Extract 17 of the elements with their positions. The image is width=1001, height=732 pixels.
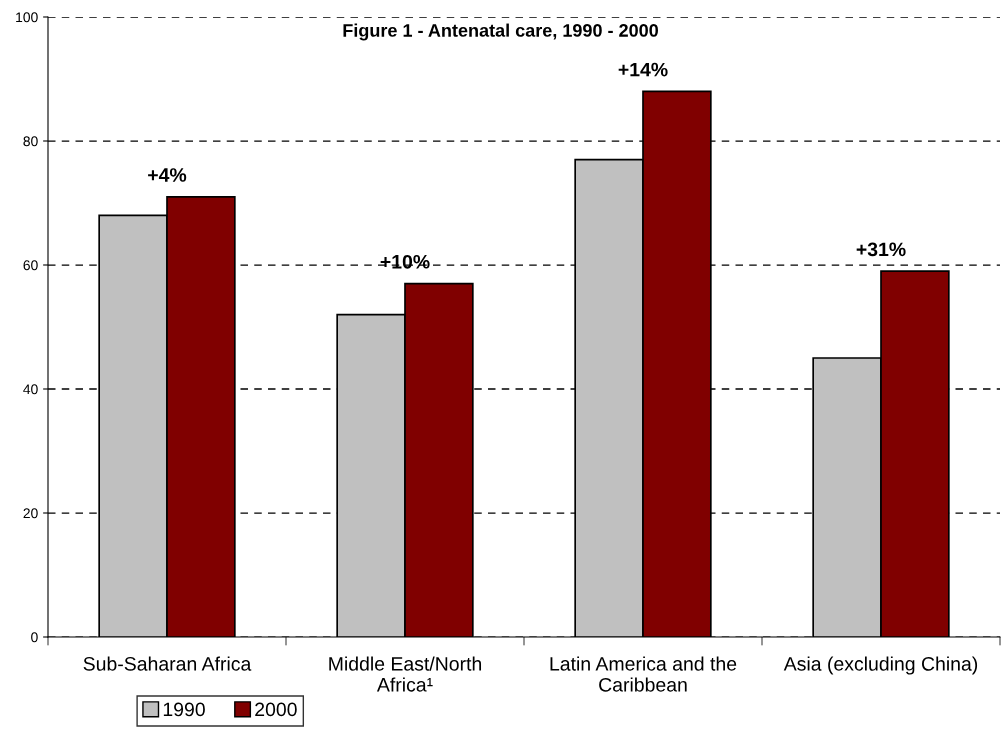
y-tick-label: 100 (16, 12, 38, 23)
annotation: +31% (856, 242, 906, 257)
y-tick-label: 60 (23, 260, 38, 271)
y-tick-label: 40 (23, 384, 38, 395)
y-tick-label: 80 (23, 136, 38, 147)
x-tick-label: Latin America and the Caribbean (550, 656, 737, 692)
annotation: +14% (618, 62, 668, 77)
legend-label: 2000 (255, 702, 297, 717)
annotation: +10% (380, 254, 430, 269)
chart-title: Figure 1 - Antenatal care, 1990 - 2000 (343, 23, 658, 41)
x-tick-label: Middle East/North Africa¹ (329, 656, 482, 692)
y-tick-label: 20 (23, 508, 38, 519)
y-tick-label: 0 (31, 632, 38, 643)
legend-label: 1990 (163, 702, 205, 717)
annotation: +4% (148, 168, 187, 182)
x-tick-label: Sub-Saharan Africa (83, 656, 252, 671)
x-tick-label: Asia (excluding China) (783, 656, 978, 675)
